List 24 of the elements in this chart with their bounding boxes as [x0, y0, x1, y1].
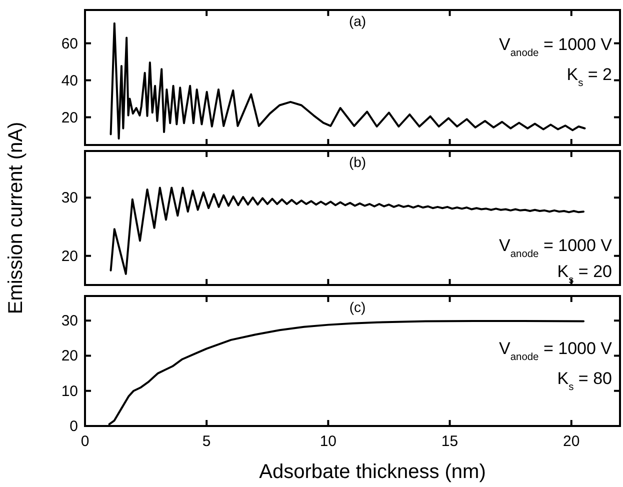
y-tick-label: 60 — [61, 35, 78, 52]
y-axis-title: Emission current (nA) — [5, 122, 27, 314]
annotation: (c) — [349, 299, 366, 315]
y-tick-label: 20 — [61, 109, 78, 126]
annotation: V$_{anode}$ = 1000 V — [499, 35, 613, 58]
annotation: K$_{s}$ = 80 — [557, 369, 612, 392]
y-tick-label: 10 — [61, 382, 78, 400]
x-axis-title: Adsorbate thickness (nm) — [259, 461, 486, 483]
y-tick-label: 0 — [70, 418, 78, 435]
x-tick-label: 10 — [320, 433, 337, 450]
y-tick-label: 30 — [61, 312, 78, 330]
y-tick-label: 20 — [61, 348, 78, 365]
y-tick-label: 30 — [61, 190, 78, 207]
annotation: V$_{anode}$ = 1000 V — [499, 339, 613, 362]
y-tick-label: 40 — [61, 72, 78, 90]
annotation: K$_{s}$ = 2 — [566, 65, 612, 88]
annotation: (a) — [348, 13, 366, 29]
annotation: V$_{anode}$ = 1000 V — [499, 236, 613, 260]
annotation: (b) — [348, 154, 366, 170]
x-tick-label: 15 — [441, 433, 458, 450]
x-tick-label: 20 — [563, 433, 580, 450]
y-tick-label: 20 — [61, 248, 78, 265]
x-tick-label: 0 — [80, 433, 90, 450]
x-tick-label: 5 — [202, 433, 211, 450]
